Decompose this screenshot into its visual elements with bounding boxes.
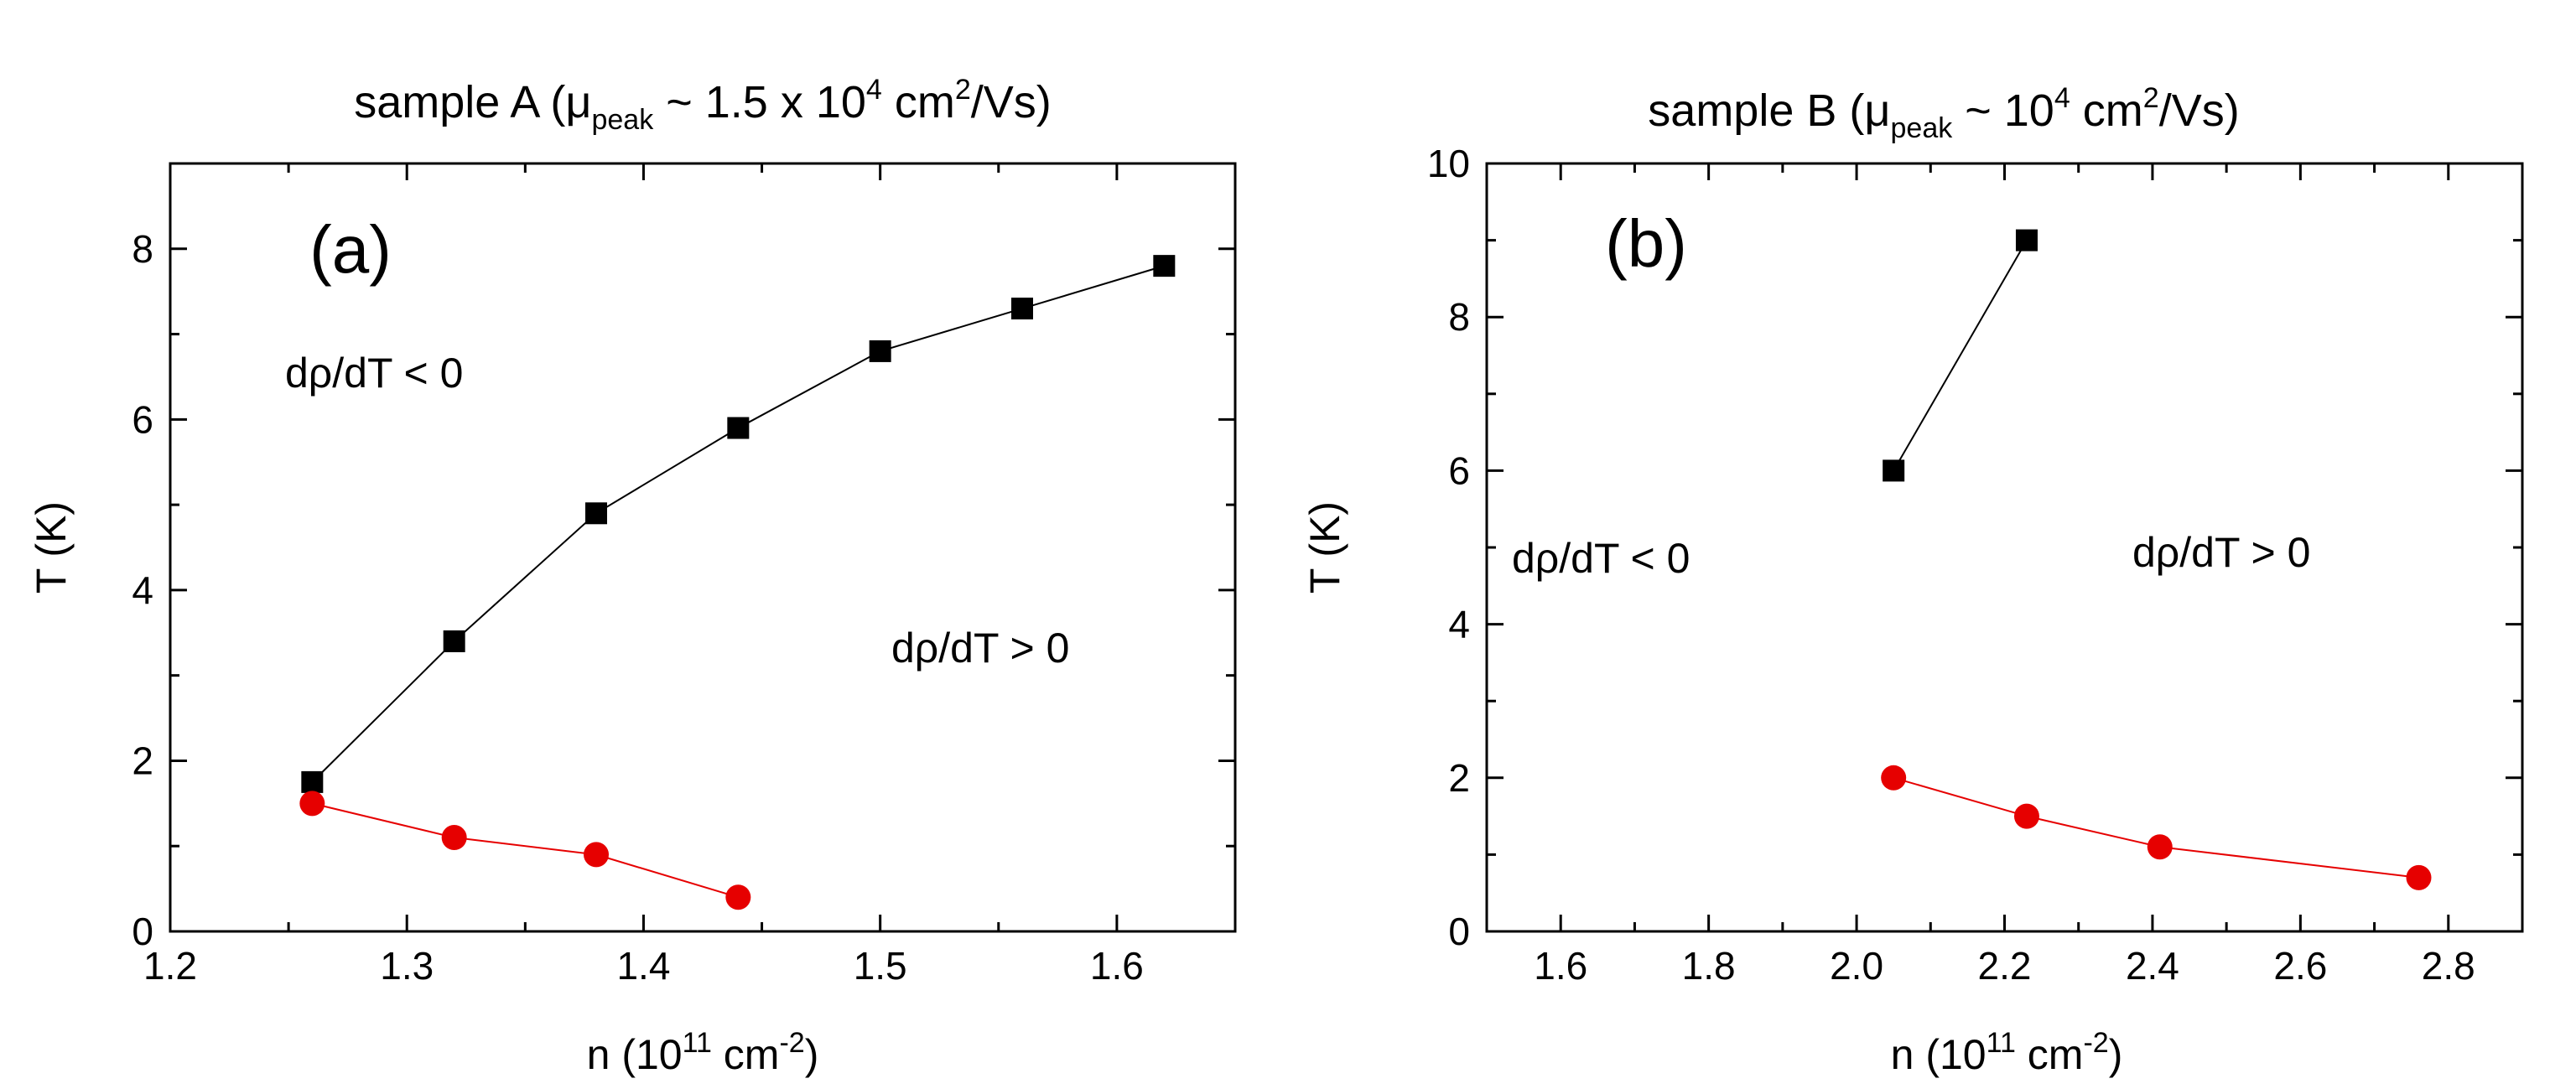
- panel-a-y-tick-label: 2: [132, 739, 153, 782]
- panel-a: 1.2 1.3 1.4 1.5 1.6 0 2 4 6 8 sample A (μpeak ~ 1.…: [28, 74, 1237, 1078]
- panel-b-series-0-point: [1883, 459, 1905, 482]
- panel-a-region-label: dρ/dT < 0: [285, 350, 463, 397]
- panel-a-series-1-point: [299, 791, 325, 817]
- panel-a-region-label: dρ/dT > 0: [891, 625, 1069, 672]
- panel-b-region-label: dρ/dT > 0: [2132, 529, 2310, 576]
- panel-b: 1.6 1.8 2.0 2.2 2.4 2.6 2.8 0 2 4 6 8 10 sample B (μp…: [1301, 82, 2524, 1078]
- panel-b-title: sample B (μpeak ~ 104 cm2/Vs): [1648, 82, 2239, 144]
- panel-a-y-tick-label: 0: [132, 910, 153, 953]
- panel-a-series-1-point: [584, 842, 609, 868]
- panel-b-y-tick-label: 6: [1448, 449, 1470, 492]
- panel-a-series-1-point: [725, 884, 751, 910]
- panel-b-y-tick-label: 2: [1448, 756, 1470, 800]
- panel-b-series-1-point: [2013, 803, 2039, 829]
- panel-b-y-tick-label: 4: [1448, 603, 1470, 646]
- panel-a-y-tick-label: 8: [132, 227, 153, 271]
- panel-a-series-0-point: [301, 770, 324, 793]
- panel-b-series-1-point: [1881, 765, 1907, 791]
- panel-a-series-0-point: [585, 502, 607, 525]
- panel-b-y-axis-label: T (K): [1301, 501, 1348, 594]
- panel-a-series-0-point: [1153, 255, 1176, 277]
- panel-b-x-axis-label: n (1011 cm-2): [1891, 1027, 2123, 1078]
- panel-b-series-1-point: [2147, 834, 2173, 860]
- panel-a-title: sample A (μpeak ~ 1.5 x 104 cm2/Vs): [354, 74, 1052, 136]
- panel-a-x-tick-label: 1.2: [143, 944, 197, 988]
- panel-b-series-0-point: [2015, 229, 2038, 252]
- panel-b-x-tick-label: 1.8: [1682, 944, 1736, 988]
- panel-a-x-axis-label: n (1011 cm-2): [587, 1027, 819, 1078]
- panel-a-series-1-point: [441, 825, 467, 851]
- panel-a-series-0-line: [311, 265, 1165, 783]
- panel-a-x-tick-label: 1.4: [616, 944, 670, 988]
- panel-a-y-tick-label: 6: [132, 397, 153, 441]
- panel-a-label: (a): [309, 212, 392, 287]
- panel-b-y-tick-label: 8: [1448, 295, 1470, 339]
- panel-a-x-tick-label: 1.5: [854, 944, 907, 988]
- panel-b-x-tick-label: 2.4: [2126, 944, 2179, 988]
- panel-a-x-tick-label: 1.3: [380, 944, 434, 988]
- panel-b-x-tick-label: 2.8: [2422, 944, 2475, 988]
- panel-b-y-tick-label: 10: [1427, 142, 1470, 185]
- panel-a-y-axis-label: T (K): [28, 501, 75, 594]
- panel-b-y-tick-label: 0: [1448, 910, 1470, 953]
- panel-b-region-label: dρ/dT < 0: [1512, 535, 1690, 582]
- panel-b-x-tick-label: 2.2: [1978, 944, 2032, 988]
- panel-b-x-tick-label: 2.0: [1830, 944, 1883, 988]
- panel-a-x-tick-label: 1.6: [1090, 944, 1144, 988]
- panel-a-series-0-point: [1011, 298, 1033, 320]
- panel-a-series-0-point: [443, 630, 465, 652]
- panel-a-series-1-line: [312, 802, 739, 899]
- panel-b-x-tick-label: 1.6: [1534, 944, 1587, 988]
- panel-a-series-0-point: [869, 340, 891, 362]
- panel-b-x-tick-label: 2.6: [2273, 944, 2327, 988]
- panel-a-series-0-point: [727, 417, 750, 439]
- panel-b-series-0-line: [1893, 240, 2028, 471]
- panel-b-series-1-line: [1893, 776, 2419, 879]
- panel-a-plot-frame: [169, 162, 1237, 933]
- panel-b-label: (b): [1605, 206, 1687, 281]
- panel-a-y-tick-label: 4: [132, 568, 153, 612]
- panel-b-series-1-point: [2406, 864, 2432, 890]
